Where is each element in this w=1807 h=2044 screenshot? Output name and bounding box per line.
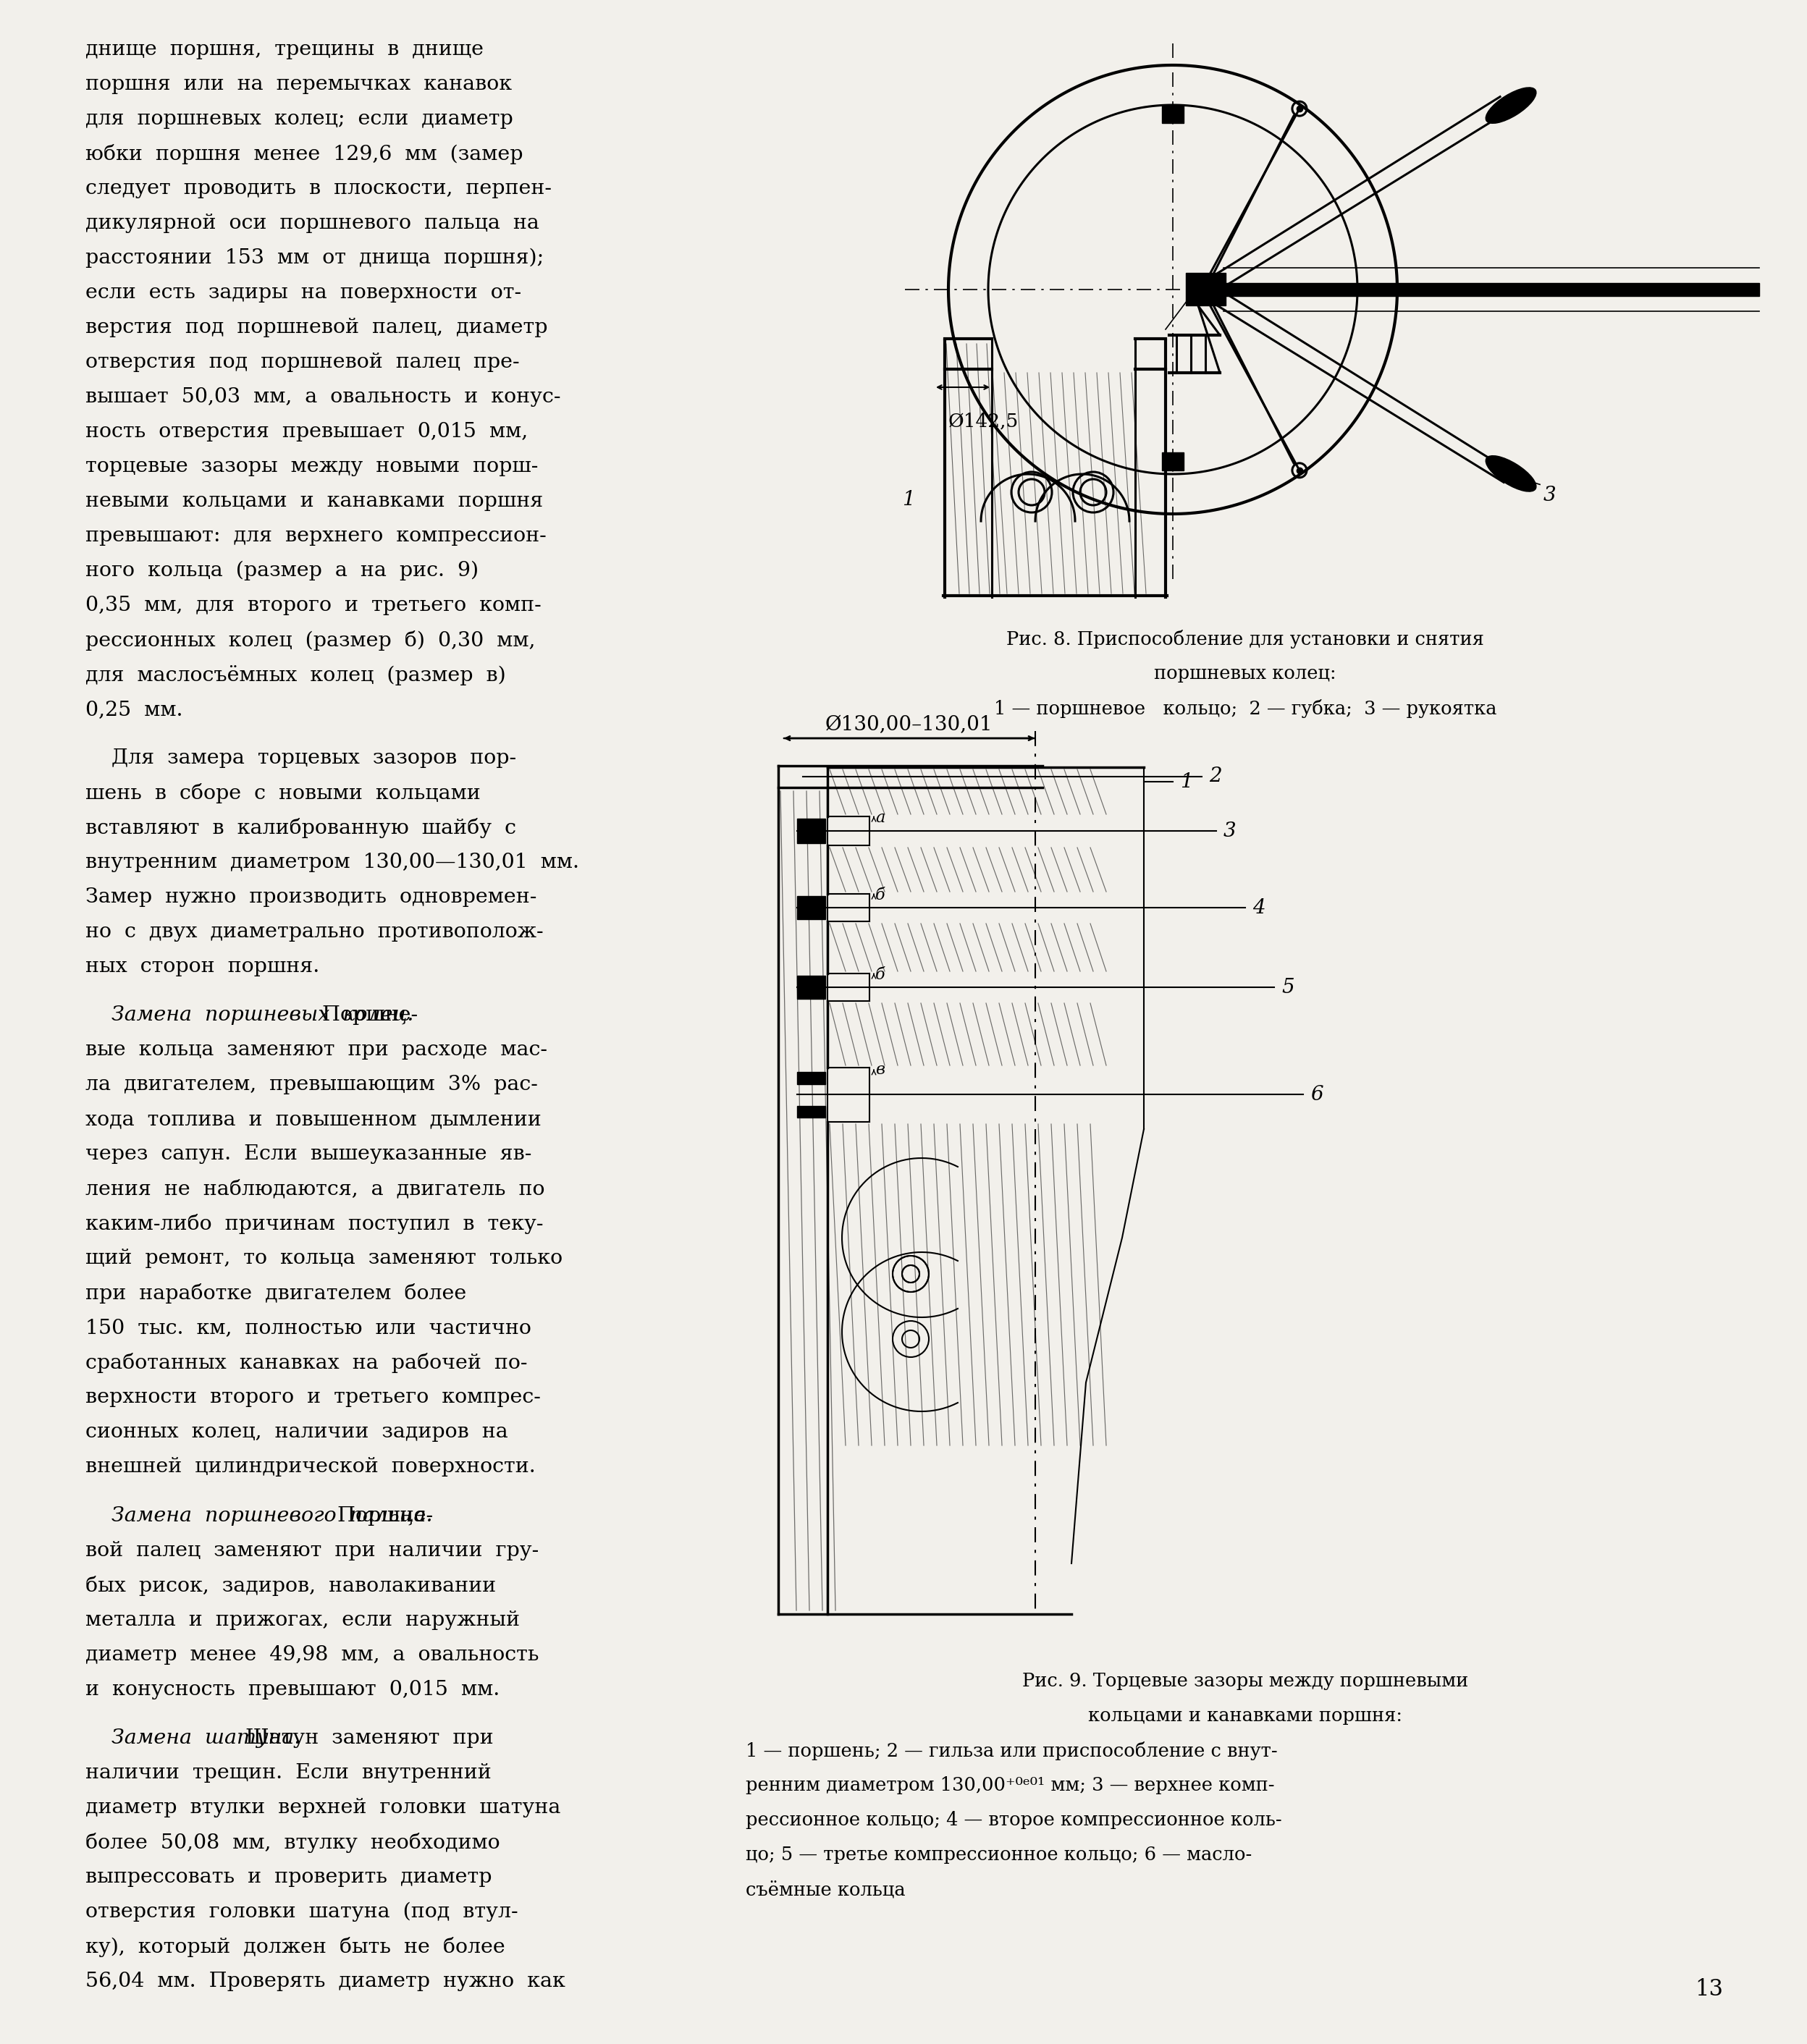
Text: 5: 5 — [1281, 977, 1294, 997]
Text: Для  замера  торцевых  зазоров  пор-: Для замера торцевых зазоров пор- — [85, 748, 517, 769]
Text: 1: 1 — [902, 491, 914, 509]
Text: каким-либо  причинам  поступил  в  теку-: каким-либо причинам поступил в теку- — [85, 1214, 544, 1235]
Text: бых  рисок,  задиров,  наволакивании: бых рисок, задиров, наволакивании — [85, 1576, 495, 1596]
Text: ного  кольца  (размер  а  на  рис.  9): ного кольца (размер а на рис. 9) — [85, 560, 479, 580]
Text: диаметр  менее  49,98  мм,  а  овальность: диаметр менее 49,98 мм, а овальность — [85, 1645, 538, 1664]
Bar — [1162, 104, 1184, 123]
Text: поршневых колец:: поршневых колец: — [1155, 664, 1337, 683]
Text: вые  кольца  заменяют  при  расходе  мас-: вые кольца заменяют при расходе мас- — [85, 1040, 548, 1061]
Text: шень  в  сборе  с  новыми  кольцами: шень в сборе с новыми кольцами — [85, 783, 481, 803]
Ellipse shape — [1485, 88, 1536, 123]
Text: диаметр  втулки  верхней  головки  шатуна: диаметр втулки верхней головки шатуна — [85, 1799, 560, 1817]
Text: более  50,08  мм,  втулку  необходимо: более 50,08 мм, втулку необходимо — [85, 1833, 501, 1852]
Text: и  конусность  превышают  0,015  мм.: и конусность превышают 0,015 мм. — [85, 1680, 501, 1699]
Text: невыми  кольцами  и  канавками  поршня: невыми кольцами и канавками поршня — [85, 491, 544, 511]
Bar — [1185, 272, 1225, 305]
Text: 0,35  мм,  для  второго  и  третьего  комп-: 0,35 мм, для второго и третьего комп- — [85, 595, 542, 615]
Text: внутренним  диаметром  130,00—130,01  мм.: внутренним диаметром 130,00—130,01 мм. — [85, 852, 580, 873]
Text: б: б — [875, 967, 885, 983]
Bar — [797, 1106, 826, 1118]
Text: выпрессовать  и  проверить  диаметр: выпрессовать и проверить диаметр — [85, 1868, 492, 1887]
Text: Поршне-: Поршне- — [309, 1006, 417, 1026]
Text: 4: 4 — [1252, 897, 1265, 918]
Text: 1 — поршень; 2 — гильза или приспособление с внут-: 1 — поршень; 2 — гильза или приспособлен… — [746, 1741, 1278, 1760]
Text: ла  двигателем,  превышающим  3%  рас-: ла двигателем, превышающим 3% рас- — [85, 1075, 538, 1096]
Text: кольцами и канавками поршня:: кольцами и канавками поршня: — [1088, 1707, 1402, 1725]
Text: поршня  или  на  перемычках  канавок: поршня или на перемычках канавок — [85, 74, 511, 94]
Text: рессионное кольцо; 4 — второе компрессионное коль-: рессионное кольцо; 4 — второе компрессио… — [746, 1811, 1281, 1829]
Text: вставляют  в  калиброванную  шайбу  с: вставляют в калиброванную шайбу с — [85, 818, 517, 838]
Bar — [797, 820, 826, 842]
Text: 2: 2 — [1209, 766, 1222, 787]
Text: щий  ремонт,  то  кольца  заменяют  только: щий ремонт, то кольца заменяют только — [85, 1249, 562, 1269]
Text: следует  проводить  в  плоскости,  перпен-: следует проводить в плоскости, перпен- — [85, 178, 551, 198]
Text: превышают:  для  верхнего  компрессион-: превышают: для верхнего компрессион- — [85, 525, 546, 546]
Text: верстия  под  поршневой  палец,  диаметр: верстия под поршневой палец, диаметр — [85, 317, 548, 337]
Bar — [1223, 282, 1760, 296]
Text: днище  поршня,  трещины  в  днище: днище поршня, трещины в днище — [85, 39, 484, 59]
Text: Рис. 8. Приспособление для установки и снятия: Рис. 8. Приспособление для установки и с… — [1006, 630, 1484, 648]
Text: если  есть  задиры  на  поверхности  от-: если есть задиры на поверхности от- — [85, 282, 522, 303]
Bar — [1162, 452, 1184, 470]
Text: ренним диаметром 130,00⁺⁰ᵉ⁰¹ мм; 3 — верхнее комп-: ренним диаметром 130,00⁺⁰ᵉ⁰¹ мм; 3 — вер… — [746, 1776, 1274, 1795]
Text: Ø142,5: Ø142,5 — [949, 413, 1019, 431]
Text: сионных  колец,  наличии  задиров  на: сионных колец, наличии задиров на — [85, 1423, 508, 1443]
Text: б: б — [875, 887, 885, 903]
Text: 2: 2 — [1202, 272, 1214, 292]
Text: 13: 13 — [1695, 1979, 1724, 2001]
Text: для  поршневых  колец;  если  диаметр: для поршневых колец; если диаметр — [85, 108, 513, 129]
Text: ность  отверстия  превышает  0,015  мм,: ность отверстия превышает 0,015 мм, — [85, 421, 528, 442]
Text: Замена  поршневых  колец.: Замена поршневых колец. — [85, 1006, 414, 1026]
Text: металла  и  прижогах,  если  наружный: металла и прижогах, если наружный — [85, 1611, 520, 1629]
Text: хода  топлива  и  повышенном  дымлении: хода топлива и повышенном дымлении — [85, 1110, 542, 1130]
Text: рессионных  колец  (размер  б)  0,30  мм,: рессионных колец (размер б) 0,30 мм, — [85, 630, 535, 650]
Text: отверстия  под  поршневой  палец  пре-: отверстия под поршневой палец пре- — [85, 352, 520, 372]
Text: 6: 6 — [1310, 1085, 1323, 1104]
Text: съёмные кольца: съёмные кольца — [746, 1880, 905, 1899]
Text: сработанных  канавках  на  рабочей  по-: сработанных канавках на рабочей по- — [85, 1353, 528, 1374]
Text: торцевые  зазоры  между  новыми  порш-: торцевые зазоры между новыми порш- — [85, 456, 538, 476]
Text: дикулярной  оси  поршневого  пальца  на: дикулярной оси поршневого пальца на — [85, 213, 538, 233]
Text: расстоянии  153  мм  от  днища  поршня);: расстоянии 153 мм от днища поршня); — [85, 247, 544, 268]
Text: верхности  второго  и  третьего  компрес-: верхности второго и третьего компрес- — [85, 1388, 540, 1408]
Text: при  наработке  двигателем  более: при наработке двигателем более — [85, 1284, 466, 1304]
Text: Ø130,00–130,01: Ø130,00–130,01 — [826, 715, 994, 734]
Text: ления  не  наблюдаются,  а  двигатель  по: ления не наблюдаются, а двигатель по — [85, 1179, 544, 1200]
Text: а: а — [875, 809, 885, 826]
Bar — [797, 975, 826, 1000]
Text: наличии  трещин.  Если  внутренний: наличии трещин. Если внутренний — [85, 1764, 492, 1782]
Text: ку),  который  должен  быть  не  более: ку), который должен быть не более — [85, 1938, 506, 1956]
Text: для  маслосъёмных  колец  (размер  в): для маслосъёмных колец (размер в) — [85, 664, 506, 685]
Text: Рис. 9. Торцевые зазоры между поршневыми: Рис. 9. Торцевые зазоры между поршневыми — [1023, 1672, 1469, 1690]
Text: ных  сторон  поршня.: ных сторон поршня. — [85, 957, 320, 977]
Text: через  сапун.  Если  вышеуказанные  яв-: через сапун. Если вышеуказанные яв- — [85, 1145, 531, 1165]
Text: Замена  шатуна.: Замена шатуна. — [85, 1729, 300, 1748]
Text: вой  палец  заменяют  при  наличии  гру-: вой палец заменяют при наличии гру- — [85, 1541, 538, 1560]
Bar — [797, 1071, 826, 1083]
Text: 3: 3 — [1543, 486, 1556, 505]
Text: 0,25  мм.: 0,25 мм. — [85, 699, 183, 719]
Bar — [797, 895, 826, 920]
Text: Поршне-: Поршне- — [325, 1506, 434, 1525]
Text: Замер  нужно  производить  одновремен-: Замер нужно производить одновремен- — [85, 887, 537, 908]
Text: юбки  поршня  менее  129,6  мм  (замер: юбки поршня менее 129,6 мм (замер — [85, 143, 522, 164]
Text: в: в — [875, 1061, 885, 1077]
Text: но  с  двух  диаметрально  противополож-: но с двух диаметрально противополож- — [85, 922, 544, 942]
Text: 56,04  мм.  Проверять  диаметр  нужно  как: 56,04 мм. Проверять диаметр нужно как — [85, 1972, 566, 1991]
Text: Шатун  заменяют  при: Шатун заменяют при — [231, 1729, 493, 1748]
Text: внешней  цилиндрической  поверхности.: внешней цилиндрической поверхности. — [85, 1457, 535, 1478]
Text: 3: 3 — [1223, 822, 1236, 840]
Text: 1 — поршневое   кольцо;  2 — губка;  3 — рукоятка: 1 — поршневое кольцо; 2 — губка; 3 — рук… — [994, 699, 1496, 717]
Ellipse shape — [1485, 456, 1536, 491]
Text: отверстия  головки  шатуна  (под  втул-: отверстия головки шатуна (под втул- — [85, 1903, 519, 1921]
Text: Замена  поршневого  пальца.: Замена поршневого пальца. — [85, 1506, 432, 1525]
Text: вышает  50,03  мм,  а  овальность  и  конус-: вышает 50,03 мм, а овальность и конус- — [85, 386, 560, 407]
Text: 1: 1 — [1180, 773, 1193, 791]
Text: цо; 5 — третье компрессионное кольцо; 6 — масло-: цо; 5 — третье компрессионное кольцо; 6 … — [746, 1846, 1252, 1864]
Text: 150  тыс.  км,  полностью  или  частично: 150 тыс. км, полностью или частично — [85, 1318, 531, 1339]
